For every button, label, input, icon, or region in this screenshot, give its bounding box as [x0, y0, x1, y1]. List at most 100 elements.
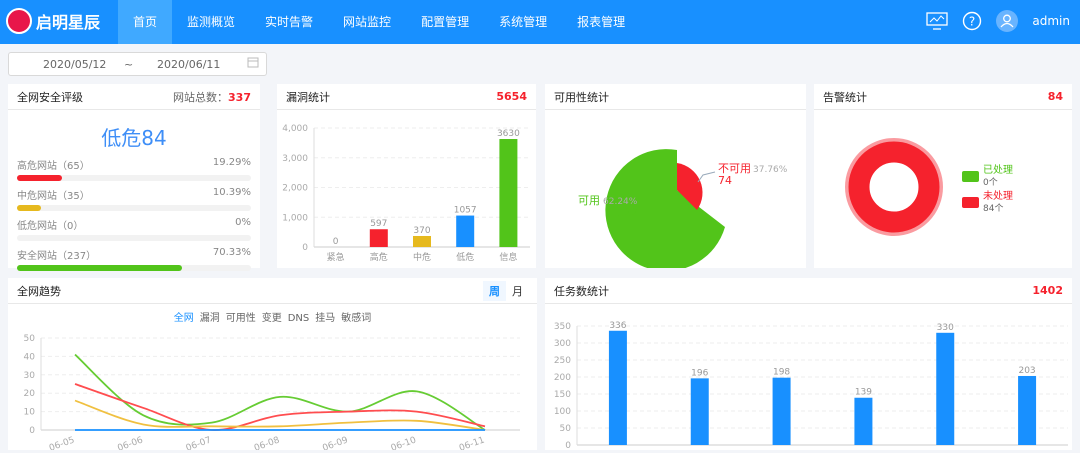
unavail-value: 74: [718, 174, 732, 187]
total-label: 网站总数：: [173, 90, 229, 104]
bar[interactable]: [413, 235, 431, 247]
rating-pct: 19.29%: [212, 157, 251, 168]
bar-value-label: 198: [773, 368, 790, 378]
legend-handled[interactable]: 已处理: [983, 164, 1013, 176]
brand-name: 启明星辰: [36, 13, 101, 32]
legend-item[interactable]: DNS: [287, 313, 310, 324]
nav-item[interactable]: 首页: [118, 0, 173, 44]
calendar-icon[interactable]: [247, 56, 259, 71]
y-tick-label: 300: [554, 339, 571, 349]
user-avatar-icon[interactable]: [996, 10, 1019, 32]
rating-label: 安全网站（237）: [17, 251, 97, 262]
end-date[interactable]: 2020/06/11: [157, 58, 221, 71]
date-range-picker[interactable]: 2020/05/12 ~ 2020/06/11: [8, 52, 267, 76]
trend-legend: 全网 漏洞 可用性 变更 DNS 挂马 敏感词: [8, 309, 537, 324]
avail-label: 可用: [578, 194, 600, 207]
card-title: 任务数统计: [554, 284, 609, 298]
x-tick-label: 06-07: [185, 435, 213, 450]
avail-value: 122: [617, 206, 638, 219]
y-tick-label: 100: [554, 407, 571, 417]
x-tick-label: 中危: [413, 251, 431, 263]
bar[interactable]: [456, 215, 475, 247]
username[interactable]: admin: [1032, 14, 1070, 28]
y-tick-label: 50: [24, 334, 36, 344]
task-total: 1402: [1032, 284, 1063, 297]
vulnerability-card: 漏洞统计 5654 0 1,000 2,000 3,000 4,000 0 紧急 597 高危 37…: [277, 84, 536, 268]
monitor-icon[interactable]: [926, 12, 949, 30]
top-nav-bar: 启明星辰 首页 监测概览 实时告警 网站监控 配置管理 系统管理 报表管理 ? admin: [0, 0, 1080, 44]
bar-value-label: 196: [691, 368, 708, 378]
logo[interactable]: 启明星辰: [6, 8, 100, 34]
legend-handled-count: 0个: [983, 177, 998, 188]
unavail-label: 不可用: [718, 162, 751, 175]
bar[interactable]: [854, 397, 873, 445]
bar[interactable]: [499, 139, 518, 247]
toggle-week[interactable]: 周: [483, 281, 506, 301]
card-title: 告警统计: [823, 90, 867, 104]
avail-pct: 62.24%: [603, 197, 638, 207]
legend-item[interactable]: 敏感词: [341, 313, 372, 324]
bar[interactable]: [772, 377, 791, 445]
vulnerability-bar-chart: 0 1,000 2,000 3,000 4,000 0 紧急 597 高危 370 中危 1057 低危…: [282, 124, 530, 263]
x-tick-label: 高危: [370, 251, 388, 263]
legend-item[interactable]: 挂马: [315, 313, 336, 324]
x-tick-label: 06-05: [48, 435, 76, 450]
label-line: [697, 171, 716, 183]
bar-value-label: 139: [855, 388, 872, 398]
bar-value-label: 3630: [497, 129, 520, 139]
nav-item[interactable]: 网站监控: [343, 15, 392, 29]
task-bar-chart: 0 50 100 150 200 250 300 350 336 196 198 139 330 203: [554, 321, 1068, 451]
legend-unhandled-count: 84个: [983, 203, 1003, 214]
legend-item[interactable]: 变更: [261, 313, 282, 324]
rating-progress-bar: [17, 265, 251, 271]
bar-value-label: 370: [413, 226, 430, 236]
task-card: 任务数统计 1402 0 50 100 150 200 250 300 350 336 196 198…: [545, 278, 1072, 451]
bar[interactable]: [608, 330, 627, 445]
series-line: [74, 383, 486, 431]
rating-pct: 10.39%: [212, 187, 251, 198]
bar[interactable]: [369, 229, 388, 247]
pie-slice-unavailable[interactable]: [677, 163, 703, 210]
main-nav: 首页 监测概览 实时告警 网站监控 配置管理 系统管理 报表管理: [118, 0, 640, 44]
bar[interactable]: [1018, 375, 1037, 445]
y-tick-label: 40: [24, 352, 36, 362]
rating-pct: 0%: [235, 217, 251, 228]
bar-value-label: 1057: [454, 206, 477, 216]
legend-swatch-unhandled: [962, 197, 979, 208]
availability-pie-chart: 不可用 37.76% 74 可用 62.24% 122: [578, 149, 788, 272]
x-tick-label: 信息: [499, 251, 517, 263]
svg-text:?: ?: [969, 15, 975, 29]
alarm-total: 84: [1047, 90, 1063, 103]
legend-item[interactable]: 可用性: [225, 313, 256, 324]
legend-item[interactable]: 全网: [173, 313, 194, 324]
nav-item[interactable]: 监测概览: [187, 15, 236, 29]
legend-item[interactable]: 漏洞: [199, 313, 220, 324]
x-tick-label: 06-08: [253, 435, 281, 450]
nav-item[interactable]: 系统管理: [499, 15, 548, 29]
security-rating-card: 全网安全评级 网站总数：337 低危84 高危网站（65） 19.29% 中危网站（3…: [8, 84, 260, 271]
y-tick-label: 250: [554, 356, 571, 366]
bar-value-label: 0: [333, 237, 339, 247]
card-title: 可用性统计: [554, 90, 609, 104]
security-level: 低危84: [101, 126, 167, 150]
availability-card: 可用性统计 不可用 37.76% 74 可用 62.24% 122: [545, 84, 806, 272]
nav-item[interactable]: 实时告警: [265, 15, 314, 29]
toggle-month[interactable]: 月: [512, 285, 523, 298]
alarm-card: 告警统计 84 已处理 0个 未处理 84个: [814, 84, 1072, 268]
pie-slice-available[interactable]: [605, 149, 725, 272]
bar-value-label: 330: [937, 323, 954, 333]
donut-slice-unhandled[interactable]: [848, 141, 940, 233]
nav-item[interactable]: 配置管理: [421, 15, 470, 29]
y-tick-label: 0: [302, 243, 308, 253]
rating-progress-bar: [17, 205, 251, 211]
x-tick-label: 06-11: [458, 435, 486, 450]
help-icon[interactable]: ?: [962, 11, 982, 31]
vuln-total: 5654: [496, 90, 527, 103]
start-date[interactable]: 2020/05/12: [43, 58, 107, 71]
bar[interactable]: [936, 332, 955, 445]
x-tick-label: 低危: [456, 251, 474, 263]
legend-unhandled[interactable]: 未处理: [983, 190, 1013, 202]
nav-item[interactable]: 报表管理: [577, 15, 626, 29]
y-tick-label: 10: [24, 408, 36, 418]
bar[interactable]: [690, 378, 709, 445]
